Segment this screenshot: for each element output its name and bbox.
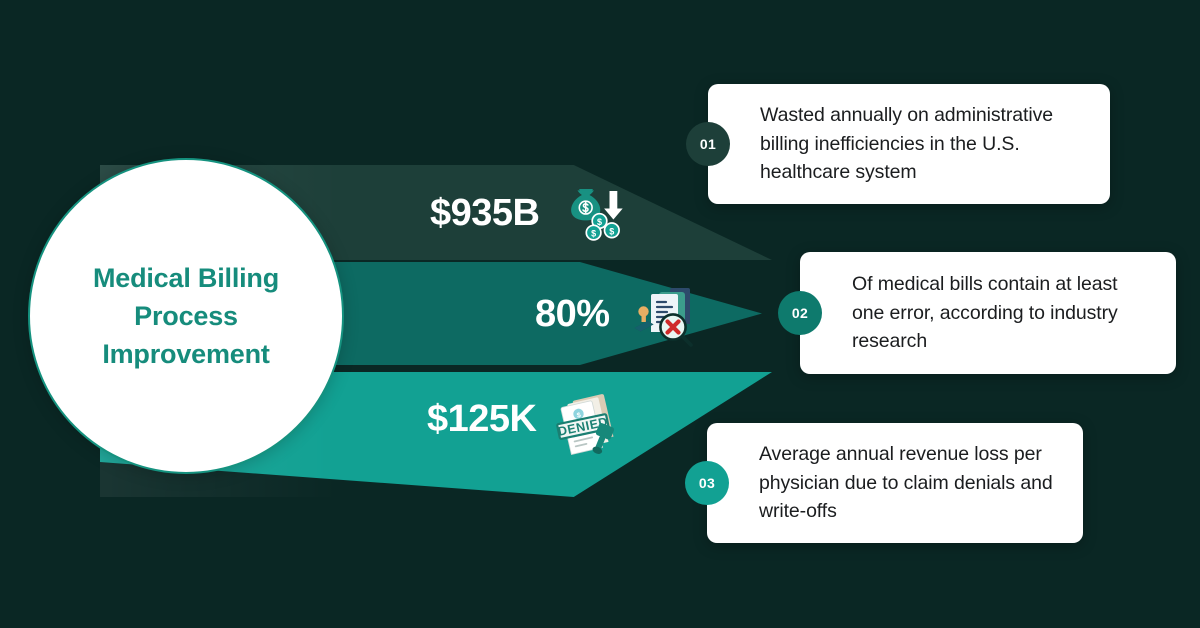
denied-stamp-documents-icon: $ DENIED [552, 388, 624, 460]
center-circle: Medical Billing Process Improvement [28, 158, 344, 474]
svg-text:$: $ [597, 217, 602, 227]
svg-text:$: $ [577, 412, 582, 420]
svg-text:$: $ [592, 228, 597, 238]
badge-03: 03 [685, 461, 729, 505]
badge-02: 02 [778, 291, 822, 335]
info-card-03[interactable]: 03 Average annual revenue loss per physi… [685, 423, 1083, 543]
badge-01: 01 [686, 122, 730, 166]
info-card-02-text: Of medical bills contain at least one er… [852, 273, 1118, 353]
arrow-band-02-content: 80% [535, 262, 698, 365]
stat-value-01: $935B [430, 191, 540, 234]
info-card-02[interactable]: 02 Of medical bills contain at least one… [778, 252, 1176, 374]
svg-text:$: $ [610, 226, 615, 236]
arrow-band-01-content: $935B $ $ $ [430, 165, 627, 260]
stat-value-02: 80% [535, 292, 610, 335]
info-card-01[interactable]: 01 Wasted annually on administrative bil… [686, 84, 1110, 204]
money-bag-down-arrow-coins-icon: $ $ $ [555, 177, 627, 249]
page-title: Medical Billing Process Improvement [92, 262, 280, 370]
info-card-03-text: Average annual revenue loss per physicia… [759, 443, 1053, 523]
info-card-01-text: Wasted annually on administrative billin… [760, 104, 1053, 184]
arrow-band-03-content: $125K $ [427, 372, 624, 509]
documents-magnifier-error-stamp-icon [626, 278, 698, 350]
stat-value-03: $125K [427, 398, 537, 440]
